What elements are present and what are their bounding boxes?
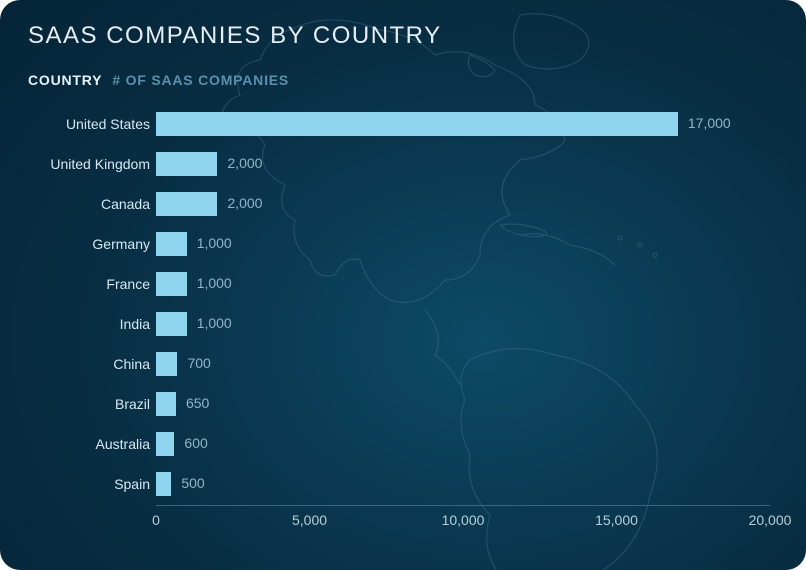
x-tick: 5,000 [292,512,327,528]
country-label: China [113,356,150,372]
bar [156,472,171,496]
country-label: India [120,316,150,332]
bar-row: India 1,000 [0,304,806,344]
bar-chart: United States17,000United Kingdom2,000Ca… [0,104,806,504]
chart-title: SAAS COMPANIES BY COUNTRY [28,22,442,50]
bar [156,192,217,216]
bar-row: United States 17,000 [0,104,806,144]
x-tick: 0 [152,512,160,528]
bar-row: Australia 600 [0,424,806,464]
chart-card: SAAS COMPANIES BY COUNTRY COUNTRY # OF S… [0,0,806,570]
value-label: 17,000 [688,115,731,131]
bar [156,352,177,376]
bar [156,432,174,456]
country-label: Spain [114,476,150,492]
bar [156,232,187,256]
bar-row: France 1,000 [0,264,806,304]
value-label: 2,000 [227,155,262,171]
value-label: 1,000 [197,315,232,331]
bar [156,152,217,176]
x-tick: 10,000 [442,512,485,528]
bar-row: Germany 1,000 [0,224,806,264]
value-label: 1,000 [197,275,232,291]
x-tick: 20,000 [749,512,792,528]
value-label: 500 [181,475,204,491]
bar-row: Spain 500 [0,464,806,504]
country-label: Australia [96,436,150,452]
bar [156,392,176,416]
bar [156,112,678,136]
column-headers: COUNTRY # OF SAAS COMPANIES [28,72,289,88]
x-axis-baseline [156,505,770,506]
x-tick: 15,000 [595,512,638,528]
value-label: 2,000 [227,195,262,211]
bar [156,272,187,296]
value-label: 700 [187,355,210,371]
country-label: Brazil [115,396,150,412]
value-label: 1,000 [197,235,232,251]
bar-row: Brazil 650 [0,384,806,424]
country-label: United States [66,116,150,132]
country-label: Canada [101,196,150,212]
bar-row: China 700 [0,344,806,384]
country-label: France [106,276,150,292]
value-label: 650 [186,395,209,411]
bar [156,312,187,336]
country-label: United Kingdom [50,156,150,172]
header-country: COUNTRY [28,72,102,88]
bar-row: United Kingdom 2,000 [0,144,806,184]
bar-row: Canada 2,000 [0,184,806,224]
value-label: 600 [184,435,207,451]
header-count: # OF SAAS COMPANIES [112,72,289,88]
country-label: Germany [92,236,150,252]
